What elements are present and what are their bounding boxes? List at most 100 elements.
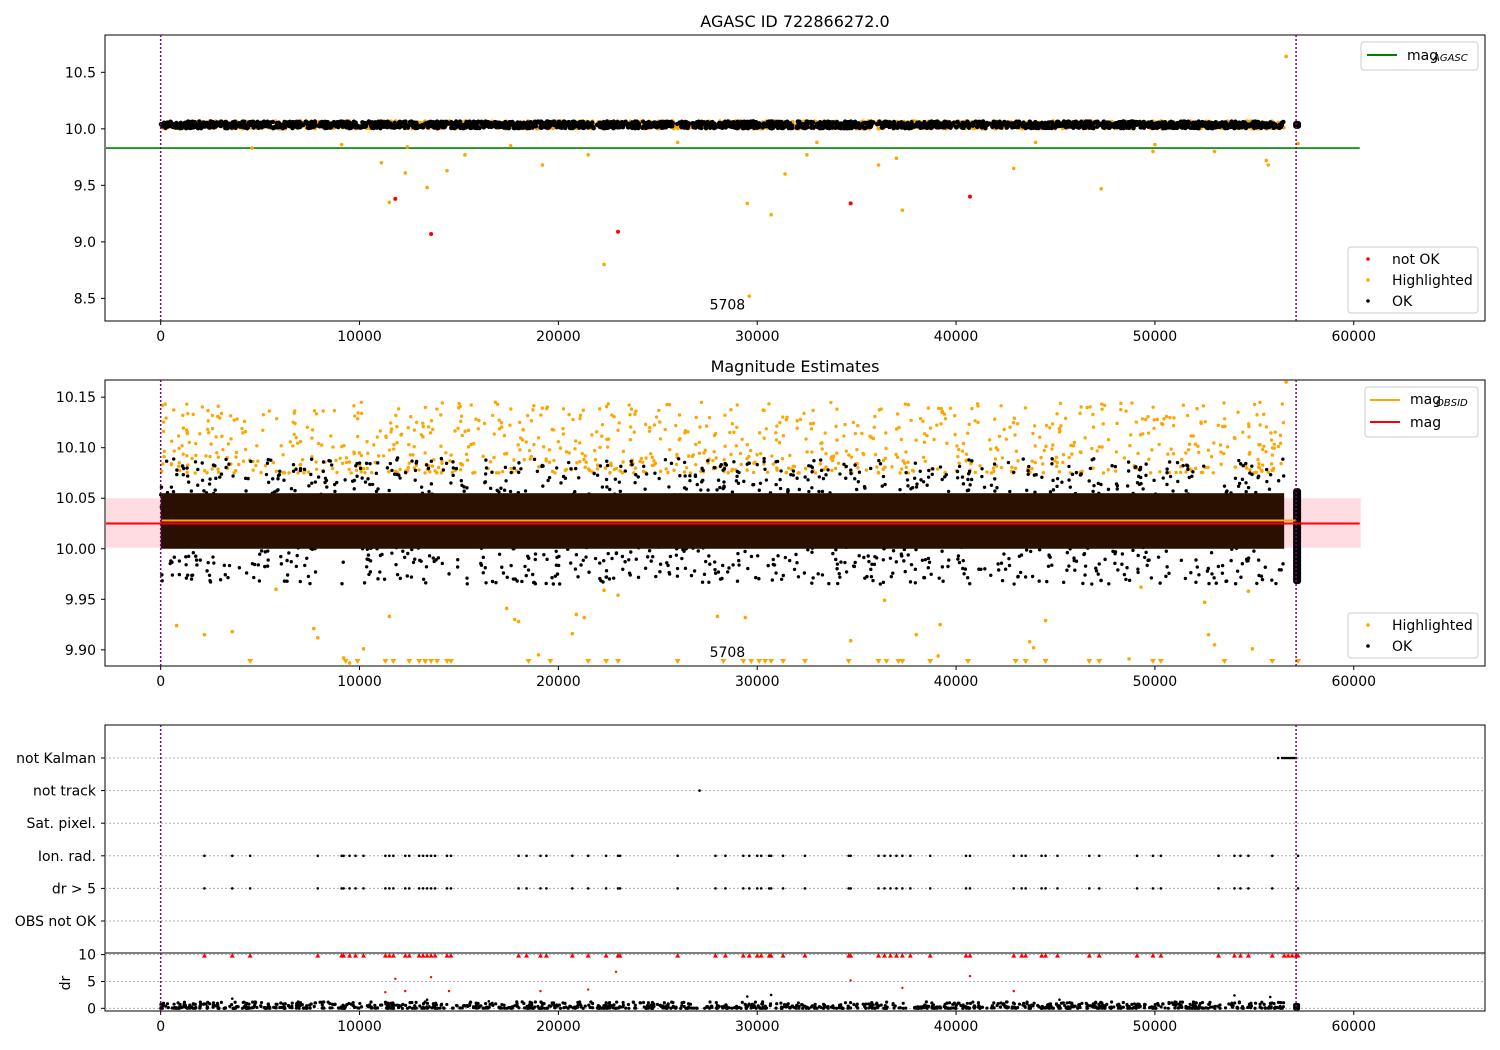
plot1-highlighted-point xyxy=(550,469,555,474)
plot1-highlighted-point xyxy=(319,443,324,447)
plot1-ok-point xyxy=(449,481,453,485)
plot0-ok-point xyxy=(178,120,184,126)
plot1-highlighted-point xyxy=(406,465,410,470)
plot1-highlighted-point xyxy=(502,433,507,438)
plot1-highlighted-point xyxy=(608,471,612,475)
plot1-highlighted-point xyxy=(975,402,980,406)
plot1-highlighted-point xyxy=(1069,443,1073,448)
plot0-ok-point xyxy=(923,124,928,130)
plot1-ok-point xyxy=(194,554,198,558)
plot1-highlighted-point xyxy=(1115,421,1119,426)
plot0-ok-point xyxy=(863,120,868,126)
plot0-ok-point xyxy=(774,119,779,125)
plot1-highlighted-point xyxy=(903,402,908,406)
plot0-ok-point xyxy=(1123,124,1128,129)
plot1-highlighted-point xyxy=(809,427,814,431)
plot1-highlighted-point xyxy=(1201,404,1206,408)
plot1-ok-point xyxy=(1065,568,1069,572)
plot1-highlighted-point xyxy=(1061,460,1065,465)
plot0-ok-point xyxy=(825,119,831,125)
plot1-ok-point xyxy=(1186,467,1190,472)
plot1-highlighted-point xyxy=(1269,438,1274,442)
plot1-highlighted-point xyxy=(884,431,888,435)
plot1-highlighted-point xyxy=(256,459,260,463)
plot1-highlighted-point xyxy=(688,471,693,475)
plot1-ok-point xyxy=(821,476,826,481)
plot1-highlighted-point xyxy=(1114,450,1119,454)
plot0-legend-label-mag: mag xyxy=(1407,48,1438,64)
plot0-ok-point xyxy=(808,119,814,125)
plot1-highlighted-point xyxy=(492,455,496,460)
plot1-highlighted-point xyxy=(215,451,219,455)
plot1-highlighted-point xyxy=(879,407,883,411)
plot1-ok-point xyxy=(1110,464,1114,468)
plot1-highlighted-point xyxy=(444,451,448,455)
plot1-highlighted-point xyxy=(259,470,263,475)
plot1-highlighted-point xyxy=(1181,403,1186,407)
plot1-highlighted-point xyxy=(699,400,704,405)
plot1-highlighted-point xyxy=(1216,423,1220,428)
plot1-ok-point xyxy=(465,576,469,580)
plot0-ok-point xyxy=(745,119,750,124)
plot1-highlighted-point xyxy=(960,449,965,453)
plot1-ok-point xyxy=(387,488,391,493)
plot0-ok-point xyxy=(833,125,838,131)
plot0-legend-marker xyxy=(1366,257,1370,261)
plot1-highlighted-point xyxy=(956,454,960,459)
plot1-highlighted-point xyxy=(872,425,876,429)
plot1-highlighted-point xyxy=(365,466,369,471)
plot1-highlighted-point xyxy=(161,420,166,424)
plot1-highlighted-point xyxy=(667,402,672,407)
plot0-ok-point xyxy=(1087,125,1092,130)
plot0-ok-point xyxy=(745,125,750,130)
plot1-ok-point xyxy=(1024,548,1029,552)
plot1-highlighted-point xyxy=(219,411,224,416)
plot0-ok-point xyxy=(966,123,972,129)
plot1-highlighted-point xyxy=(697,440,702,445)
plot1-highlighted-point xyxy=(469,403,473,407)
plot1-ok-point xyxy=(735,579,740,583)
plot1-highlighted-point xyxy=(677,413,682,417)
plot1-highlighted-point xyxy=(477,418,481,423)
plot1-highlighted-point xyxy=(344,460,349,465)
plot1-highlighted-point xyxy=(561,407,566,411)
plot0-ok-point xyxy=(195,122,200,128)
plot1-highlighted-point xyxy=(952,413,957,418)
plot1-highlighted-point xyxy=(435,407,439,411)
plot1-highlighted-point xyxy=(305,425,310,429)
plot1-highlighted-point xyxy=(1150,448,1154,452)
plot1-highlighted-point xyxy=(728,430,732,435)
plot0-highlighted-point xyxy=(675,140,680,145)
plot1-highlighted-point xyxy=(561,432,566,436)
plot1-highlighted-point xyxy=(504,452,509,456)
plot1-highlighted-point xyxy=(471,442,476,446)
plot0-ok-point xyxy=(161,120,167,125)
plot1-highlighted-point xyxy=(604,404,609,409)
plot1-highlighted-point xyxy=(1168,415,1172,420)
plot0-ok-point xyxy=(533,124,539,129)
plot1-highlighted-point xyxy=(1023,406,1028,410)
plot0-ok-point xyxy=(776,123,781,129)
plot1-highlighted-point xyxy=(263,464,268,468)
plot1-highlighted-point xyxy=(704,424,709,428)
plot1-highlighted-point xyxy=(1247,435,1251,439)
plot0-ok-point xyxy=(781,121,787,126)
plot0-highlighted-point xyxy=(463,153,467,157)
plot0-ok-point xyxy=(511,121,516,127)
plot1-highlighted-point xyxy=(735,425,739,429)
plot0-ok-point xyxy=(213,120,218,126)
plot0-ok-point xyxy=(837,121,843,127)
plot1-highlighted-point xyxy=(748,448,753,453)
plot1-highlighted-point xyxy=(1180,457,1184,462)
plot1-highlighted-point xyxy=(338,456,342,460)
plot1-highlighted-point xyxy=(509,407,513,411)
plot1-highlighted-point xyxy=(1055,460,1059,465)
plot1-highlighted-point xyxy=(726,471,730,475)
plot0-ok-point xyxy=(650,123,655,129)
plot0-ok-point xyxy=(750,122,756,127)
plot1-highlighted-point xyxy=(314,412,319,416)
plot1-highlighted-point xyxy=(226,442,231,446)
plot0-annotation: 5708 xyxy=(710,298,746,314)
plot1-highlighted-point xyxy=(1119,401,1123,406)
plot1-highlighted-point xyxy=(873,452,878,457)
